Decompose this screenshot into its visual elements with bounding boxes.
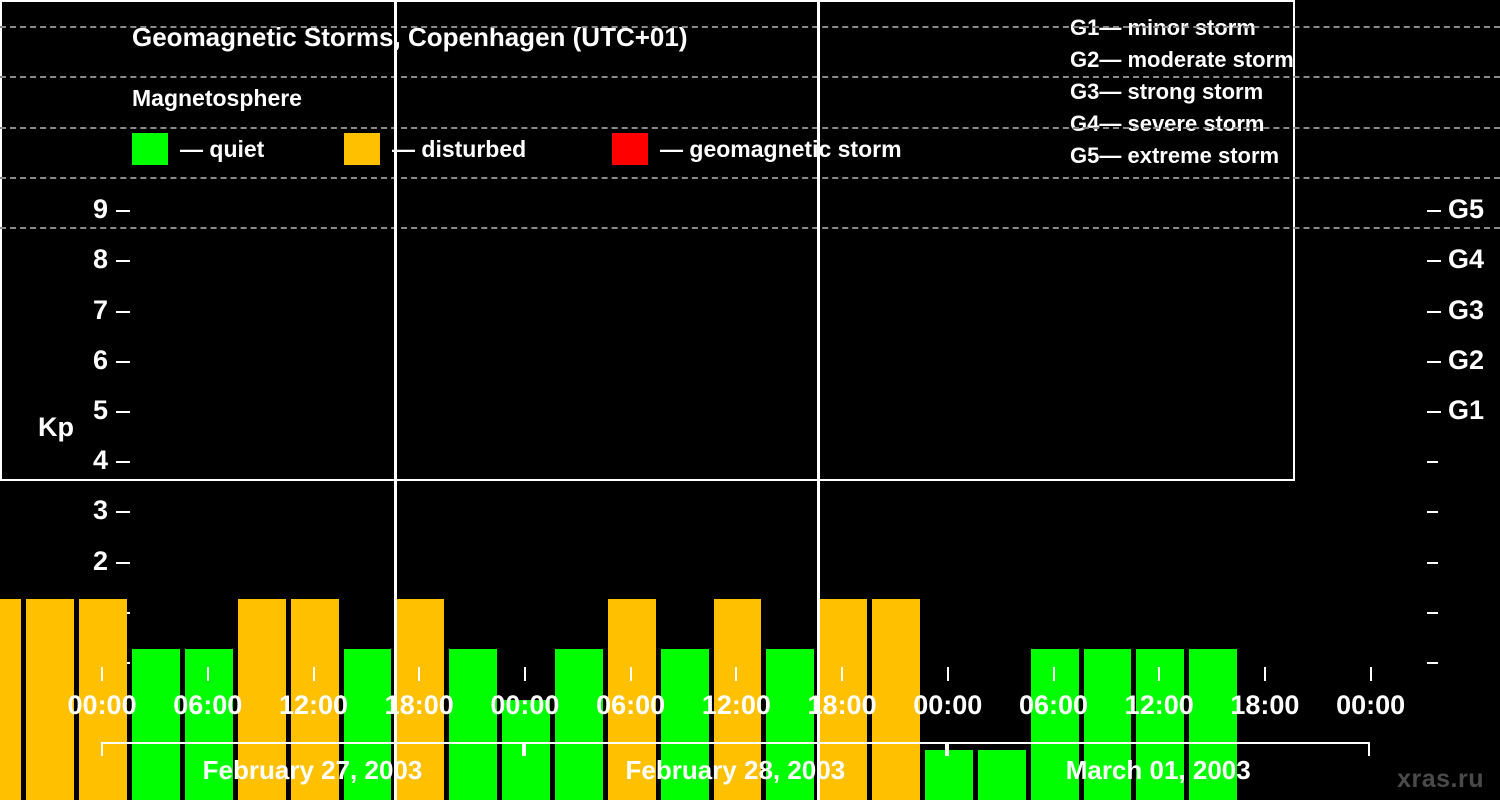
x-tick-label: 06:00 [1018,690,1089,720]
g-axis-label-g3: G3 [1448,294,1485,325]
x-tick-label: 18:00 [807,690,877,720]
g-legend-code: G4 [1070,111,1100,136]
x-tick-mark-10 [1158,667,1161,681]
y-tick-label-7: 7 [92,294,108,325]
orange-swatch [344,133,380,165]
magnetosphere-heading: Magnetosphere [132,85,302,111]
right-tick-kp-3 [1427,511,1438,514]
y-tick-mark-4 [116,461,130,464]
g-axis-label-g2: G2 [1448,344,1485,375]
g-axis-tick-g3 [1427,310,1441,313]
g-legend-code: G5 [1070,143,1100,168]
g-axis-label-g1: G1 [1448,394,1485,425]
g-legend-row-g2: G2 — moderate storm [1070,44,1490,76]
x-tick-mark-5 [629,667,632,681]
legend-label: — geomagnetic storm [660,135,902,162]
right-tick-kp-0 [1427,662,1438,664]
x-tick-label: 12:00 [1124,690,1194,720]
x-tick-mark-7 [841,667,844,681]
gridline-kp-5 [0,226,1500,229]
watermark: xras.ru [1397,765,1484,793]
gridline-kp-9 [0,26,1500,29]
day-dividers [393,0,820,800]
y-tick-mark-5 [116,410,130,413]
y-tick-mark-9 [116,210,130,213]
day-label: February 28, 2003 [625,755,846,785]
x-tick-label: 06:00 [596,690,666,720]
day-bracket-3 [946,742,1370,756]
x-tick-label: 00:00 [913,690,983,720]
right-tick-kp-1 [1427,611,1438,614]
g-axis-tick-g2 [1427,360,1441,363]
day-bracket-2 [523,742,947,756]
legend-item-geomagnetic-storm: — geomagnetic storm [612,133,902,165]
g-legend-row-g3: G3 — strong storm [1070,76,1490,108]
x-tick-label: 00:00 [1336,690,1406,720]
g-axis-label-g4: G4 [1448,244,1485,275]
x-tick-mark-2 [312,667,315,681]
y-tick-label-6: 6 [92,344,108,375]
day-label: March 01, 2003 [1065,755,1251,785]
legend-item-quiet: — quiet [132,133,264,165]
y-tick-label-3: 3 [92,495,108,526]
y-tick-mark-2 [116,561,130,564]
gridline-kp-8 [0,76,1500,79]
x-tick-mark-11 [1263,667,1266,681]
y-tick-label-8: 8 [92,244,108,275]
day-divider-2 [816,0,820,800]
green-swatch [132,133,168,165]
right-tick-kp-4 [1427,461,1438,464]
g-legend-row-g4: G4 — severe storm [1070,108,1490,140]
y-tick-label-2: 2 [92,545,108,576]
day-bracket-1 [101,742,524,756]
g-legend-text: — extreme storm [1099,143,1280,168]
g-legend-text: — moderate storm [1099,47,1294,72]
x-tick-label: 18:00 [384,690,454,720]
x-tick-label: 00:00 [490,690,560,720]
y-tick-mark-3 [116,511,130,514]
gridlines [0,26,1500,229]
x-tick-mark-9 [1052,667,1055,681]
bar-series [0,599,1238,800]
x-tick-label: 12:00 [278,690,349,720]
g-legend-code: G3 [1070,79,1100,104]
x-tick-mark-0 [101,667,104,681]
x-tick-mark-4 [523,667,526,681]
g-legend-text: — severe storm [1099,111,1265,136]
red-swatch [612,133,648,165]
x-tick-mark-8 [946,667,949,681]
day-divider-1 [393,0,397,800]
y-tick-mark-8 [116,260,130,263]
y-axis-title: Kp [38,412,74,442]
y-tick-label-4: 4 [92,445,108,476]
y-tick-mark-6 [116,360,130,363]
legend-item-disturbed: — disturbed [344,133,526,165]
g-axis-tick-g5 [1427,210,1441,213]
g-legend-code: G2 [1070,47,1100,72]
right-tick-kp-2 [1427,561,1438,564]
x-tick-mark-12 [1369,667,1372,681]
x-tick-label: 06:00 [173,690,243,720]
day-label: February 27, 2003 [202,755,423,785]
x-tick-label: 18:00 [1230,690,1300,720]
gridline-kp-7 [0,126,1500,129]
x-tick-label: 00:00 [67,690,137,720]
gridline-kp-6 [0,176,1500,179]
y-tick-mark-7 [116,310,130,313]
x-tick-mark-6 [735,667,738,681]
g-legend-text: — strong storm [1099,79,1264,104]
x-tick-label: 12:00 [701,690,771,720]
g-legend-row-g5: G5 — extreme storm [1070,140,1490,172]
y-tick-label-9: 9 [92,194,108,225]
x-tick-mark-1 [206,667,209,681]
y-tick-label-5: 5 [92,394,108,425]
g-axis-tick-g4 [1427,260,1441,263]
legend-label: — quiet [180,135,265,162]
x-tick-mark-3 [418,667,421,681]
legend-label: — disturbed [392,135,527,162]
g-axis-label-g5: G5 [1448,194,1485,225]
g-axis-tick-g1 [1427,410,1441,413]
